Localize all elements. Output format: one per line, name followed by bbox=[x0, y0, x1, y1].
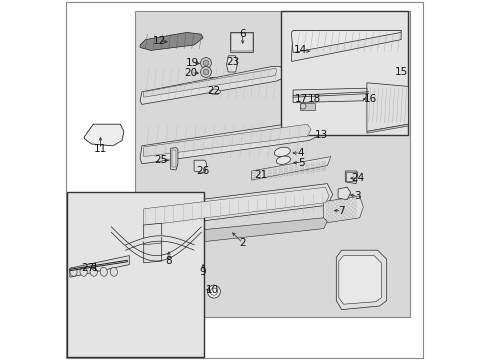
Polygon shape bbox=[338, 256, 381, 304]
Circle shape bbox=[207, 285, 220, 298]
Bar bbox=[171, 150, 176, 167]
Text: 24: 24 bbox=[350, 173, 364, 183]
Polygon shape bbox=[345, 171, 357, 184]
Ellipse shape bbox=[80, 267, 87, 276]
Polygon shape bbox=[70, 256, 129, 277]
Polygon shape bbox=[300, 103, 314, 110]
Ellipse shape bbox=[110, 267, 117, 276]
Polygon shape bbox=[143, 187, 328, 226]
Ellipse shape bbox=[274, 147, 290, 157]
Polygon shape bbox=[134, 11, 409, 317]
Text: 17: 17 bbox=[295, 94, 308, 104]
Polygon shape bbox=[170, 148, 178, 170]
Polygon shape bbox=[323, 196, 363, 223]
Ellipse shape bbox=[70, 267, 77, 276]
Circle shape bbox=[200, 67, 211, 77]
Bar bbox=[67, 192, 204, 357]
Text: 14: 14 bbox=[293, 45, 306, 55]
Text: 19: 19 bbox=[185, 58, 199, 68]
Bar bbox=[280, 11, 407, 135]
Ellipse shape bbox=[100, 267, 107, 276]
Polygon shape bbox=[142, 218, 326, 248]
Polygon shape bbox=[291, 31, 400, 52]
Polygon shape bbox=[337, 187, 350, 200]
Text: 20: 20 bbox=[184, 68, 197, 78]
Text: 7: 7 bbox=[338, 206, 345, 216]
Circle shape bbox=[200, 58, 211, 68]
Text: 13: 13 bbox=[315, 130, 328, 140]
Text: 10: 10 bbox=[205, 285, 218, 295]
Text: 11: 11 bbox=[94, 144, 107, 154]
Polygon shape bbox=[140, 121, 323, 164]
Text: 4: 4 bbox=[296, 148, 303, 158]
Bar bbox=[346, 172, 355, 181]
Ellipse shape bbox=[90, 267, 97, 276]
Polygon shape bbox=[143, 223, 162, 263]
Text: 1: 1 bbox=[92, 263, 98, 273]
Text: 8: 8 bbox=[165, 256, 172, 266]
Text: 3: 3 bbox=[354, 191, 361, 201]
Text: 2: 2 bbox=[239, 238, 245, 248]
Circle shape bbox=[203, 69, 208, 75]
Circle shape bbox=[300, 103, 305, 109]
Text: 21: 21 bbox=[254, 170, 267, 180]
Text: 9: 9 bbox=[200, 267, 206, 277]
Polygon shape bbox=[143, 124, 310, 157]
Ellipse shape bbox=[276, 156, 290, 165]
Ellipse shape bbox=[209, 89, 220, 94]
Text: 6: 6 bbox=[239, 29, 245, 39]
Polygon shape bbox=[143, 68, 276, 97]
Polygon shape bbox=[140, 32, 203, 50]
Text: 26: 26 bbox=[196, 166, 209, 176]
Polygon shape bbox=[226, 56, 237, 72]
Polygon shape bbox=[142, 184, 332, 229]
Polygon shape bbox=[366, 124, 407, 133]
Text: 16: 16 bbox=[363, 94, 376, 104]
Text: 23: 23 bbox=[226, 57, 239, 67]
Polygon shape bbox=[84, 124, 123, 146]
Polygon shape bbox=[140, 67, 287, 104]
Polygon shape bbox=[251, 157, 330, 180]
Polygon shape bbox=[336, 250, 386, 310]
Text: 22: 22 bbox=[207, 86, 220, 96]
Bar bbox=[230, 32, 253, 52]
Text: 5: 5 bbox=[297, 158, 304, 168]
Polygon shape bbox=[208, 77, 221, 92]
Polygon shape bbox=[366, 83, 407, 131]
Polygon shape bbox=[292, 88, 366, 103]
Text: 27: 27 bbox=[81, 263, 94, 273]
Circle shape bbox=[210, 288, 217, 295]
Circle shape bbox=[203, 60, 208, 66]
Text: 15: 15 bbox=[394, 67, 407, 77]
Text: 12: 12 bbox=[153, 36, 166, 46]
Polygon shape bbox=[291, 31, 400, 61]
Text: 18: 18 bbox=[307, 94, 321, 104]
Bar bbox=[230, 33, 252, 51]
Polygon shape bbox=[194, 160, 206, 173]
Text: 25: 25 bbox=[154, 155, 167, 165]
